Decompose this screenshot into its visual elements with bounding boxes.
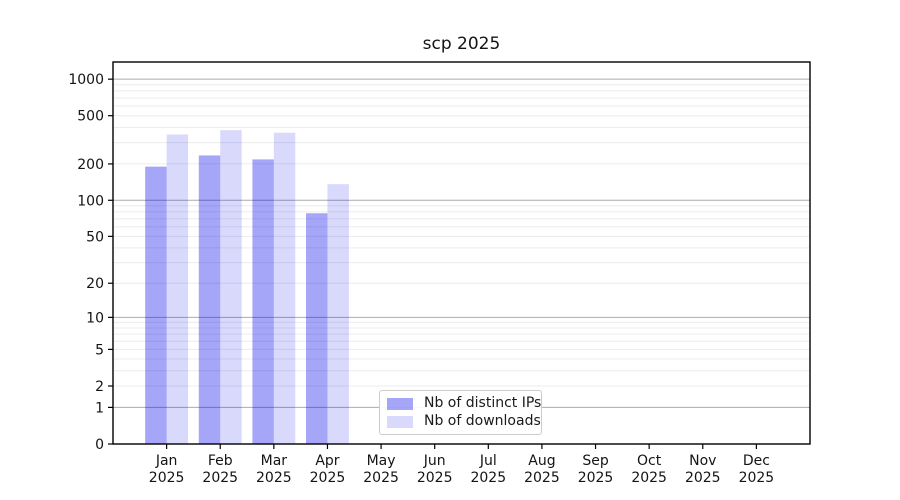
plot-border: [112, 61, 811, 445]
x-tick-label-month: Sep: [582, 453, 609, 469]
legend-label-distinct-ips: Nb of distinct IPs: [424, 395, 542, 411]
x-tick-label-year: 2025: [149, 470, 185, 486]
x-tick-label-year: 2025: [524, 470, 560, 486]
legend-entry-downloads: Nb of downloads: [387, 414, 541, 429]
y-tick-label: 50: [86, 229, 104, 245]
y-tick-label: 20: [86, 276, 104, 292]
x-tick-label-month: Feb: [208, 453, 233, 469]
bar-jan-downloads: [166, 134, 189, 444]
bar-mar-downloads: [273, 132, 296, 445]
y-tick-label: 1: [95, 400, 104, 416]
x-tick-label-month: Jun: [423, 453, 446, 469]
y-tick-label: 200: [77, 157, 104, 173]
y-tick-label: 5: [95, 342, 104, 358]
legend-swatch-downloads-icon: [387, 415, 413, 428]
x-tick-label-month: May: [367, 453, 396, 469]
y-tick-label: 500: [77, 109, 104, 125]
bar-feb-distinct-ips: [198, 155, 221, 444]
x-tick-label-year: 2025: [417, 470, 453, 486]
bar-apr-distinct-ips: [306, 213, 328, 444]
x-tick-label-year: 2025: [685, 470, 721, 486]
legend-swatch-distinct-ips-icon: [387, 397, 413, 410]
x-tick-label-month: Dec: [743, 453, 770, 469]
x-tick-label-year: 2025: [578, 470, 614, 486]
x-tick-label-year: 2025: [256, 470, 292, 486]
bar-jan-distinct-ips: [145, 166, 167, 444]
x-tick-label-year: 2025: [363, 470, 399, 486]
legend-entry-distinct-ips: Nb of distinct IPs: [387, 396, 541, 411]
bar-mar-distinct-ips: [252, 159, 274, 445]
legend-label-downloads: Nb of downloads: [424, 413, 541, 429]
x-tick-label-month: Nov: [689, 453, 716, 469]
x-tick-label-month: Jan: [155, 453, 178, 469]
x-tick-label-year: 2025: [202, 470, 238, 486]
x-tick-label-year: 2025: [739, 470, 775, 486]
y-tick-label: 10: [86, 310, 104, 326]
chart-legend: Nb of distinct IPs Nb of downloads: [379, 390, 542, 435]
y-tick-label: 0: [95, 437, 104, 453]
x-tick-label-year: 2025: [310, 470, 346, 486]
y-tick-label: 1000: [68, 72, 104, 88]
x-tick-label-year: 2025: [470, 470, 506, 486]
bar-apr-downloads: [327, 184, 349, 444]
x-tick-label-month: Jul: [479, 453, 497, 469]
bar-feb-downloads: [220, 130, 242, 444]
x-tick-label-month: Apr: [315, 453, 339, 469]
chart-title: scp 2025: [422, 34, 501, 54]
y-tick-label: 2: [95, 379, 104, 395]
x-tick-label-month: Oct: [637, 453, 662, 469]
x-tick-label-month: Mar: [261, 453, 288, 469]
x-tick-label-month: Aug: [528, 453, 555, 469]
y-tick-label: 100: [77, 193, 104, 209]
x-tick-label-year: 2025: [631, 470, 667, 486]
